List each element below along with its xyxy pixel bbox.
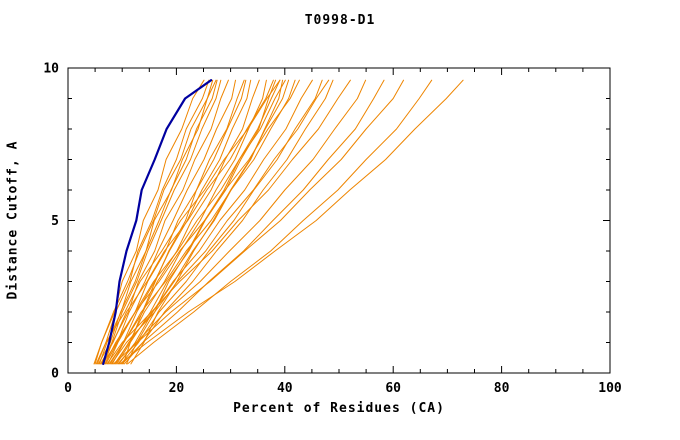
y-tick-label: 0 bbox=[51, 367, 59, 382]
model-curve bbox=[127, 79, 433, 365]
x-tick-label: 80 bbox=[494, 381, 510, 396]
model-curve bbox=[93, 79, 214, 365]
model-curve bbox=[94, 79, 205, 365]
x-tick-label: 20 bbox=[169, 381, 185, 396]
model-curve bbox=[105, 79, 236, 365]
model-curve bbox=[122, 79, 247, 365]
model-curve bbox=[117, 79, 367, 365]
model-curve bbox=[106, 79, 351, 365]
model-curve bbox=[98, 79, 217, 365]
model-curve bbox=[126, 79, 281, 365]
model-curve bbox=[115, 79, 313, 365]
y-tick-label: 10 bbox=[43, 62, 59, 77]
model-curve bbox=[95, 79, 281, 365]
model-curve bbox=[111, 79, 260, 365]
model-curve bbox=[118, 79, 284, 365]
model-curve bbox=[113, 79, 404, 365]
y-tick-label: 5 bbox=[51, 214, 59, 229]
x-axis-label: Percent of Residues (CA) bbox=[233, 401, 445, 416]
x-tick-label: 40 bbox=[277, 381, 293, 396]
model-curve bbox=[123, 79, 334, 365]
model-curve bbox=[130, 79, 290, 365]
model-curve bbox=[97, 79, 218, 365]
model-curve bbox=[108, 79, 296, 365]
highlighted-model-curve bbox=[102, 79, 213, 365]
x-tick-label: 60 bbox=[385, 381, 401, 396]
chart-title: T0998-D1 bbox=[304, 13, 376, 28]
model-curve bbox=[103, 79, 229, 365]
model-curve bbox=[100, 79, 274, 365]
model-curve bbox=[121, 79, 385, 365]
model-curve bbox=[119, 79, 464, 365]
x-tick-label: 100 bbox=[598, 381, 622, 396]
model-curve bbox=[110, 79, 330, 365]
model-curve bbox=[120, 79, 323, 365]
x-tick-label: 0 bbox=[64, 381, 72, 396]
